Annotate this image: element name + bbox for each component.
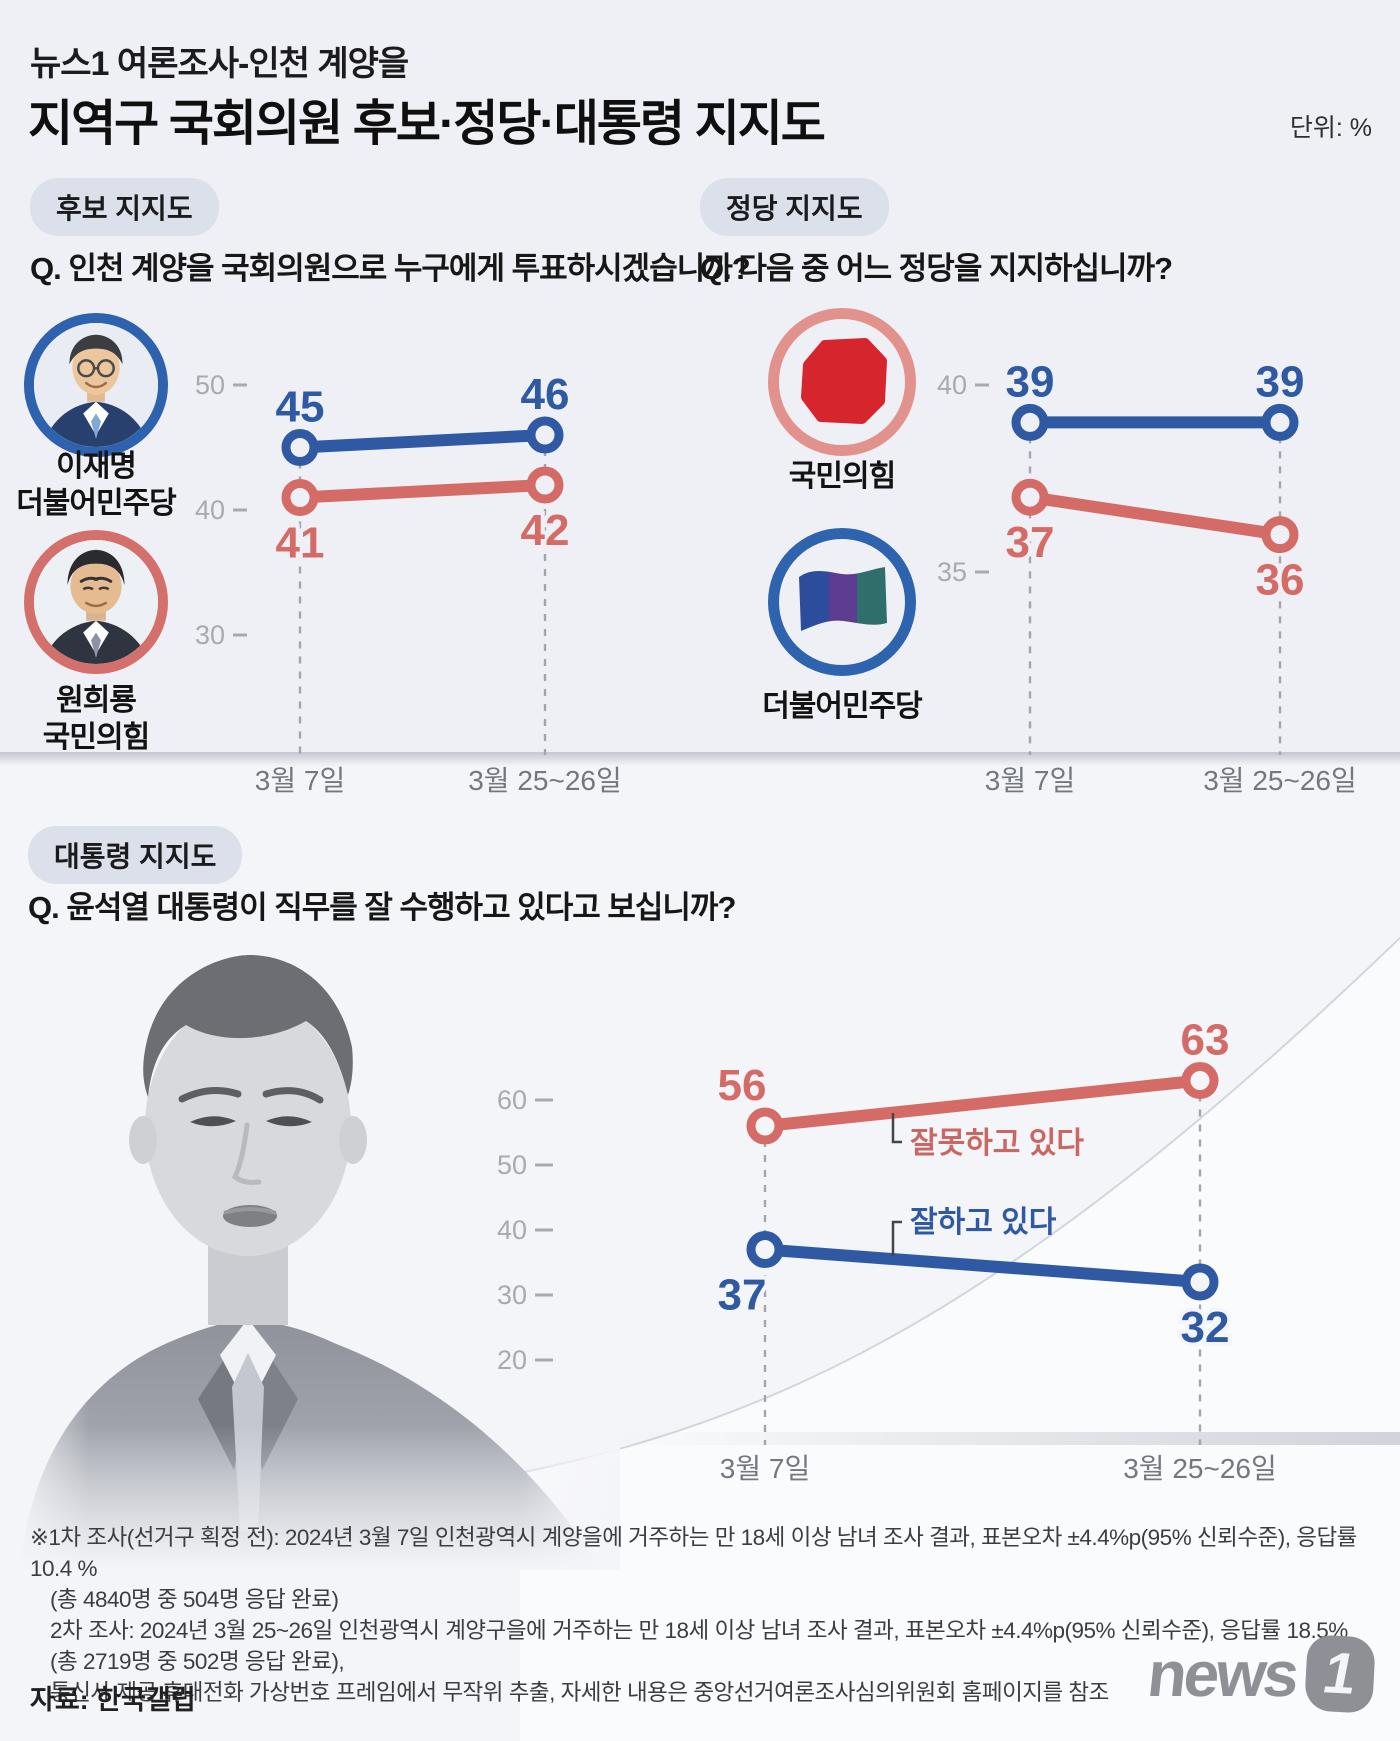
svg-text:39: 39 [1256,357,1305,406]
svg-text:35: 35 [937,557,967,587]
candidate-lee-party: 더불어민주당 [16,487,177,520]
note-line-4: 통신사 제공 휴대전화 가상번호 프레임에서 무작위 추출, 자세한 내용은 중… [50,1680,1109,1705]
question-candidate: Q. 인천 계양을 국회의원으로 누구에게 투표하시겠습니까? [30,251,751,286]
candidate-support-chart: 50 40 30 45 46 41 42 3월 7일 3월 25~26일 [195,366,622,796]
svg-text:63: 63 [1181,1016,1230,1065]
svg-text:41: 41 [276,519,325,568]
page-subtitle: 뉴스1 여론조사-인천 계양을 [30,45,409,83]
note-line-1: ※1차 조사(선거구 획정 전): 2024년 3월 7일 인천광역시 계양을에… [30,1525,1357,1581]
note-line-3: 2차 조사: 2024년 3월 25~26일 인천광역시 계양구을에 거주하는 … [50,1618,1348,1674]
ppp-symbol-icon [801,338,887,424]
svg-text:3월 7일: 3월 7일 [720,1453,810,1484]
data-source: 자료: 한국갤럽 [30,1685,196,1715]
svg-text:50: 50 [497,1150,527,1180]
top-section-background [0,0,1400,753]
svg-text:45: 45 [276,383,325,432]
lee-portrait-icon [34,323,158,447]
svg-text:3월 7일: 3월 7일 [255,765,345,796]
svg-text:3월 25~26일: 3월 25~26일 [1203,765,1357,796]
badge-candidate-support: 후보 지지도 [30,178,219,236]
svg-text:잘못하고 있다: 잘못하고 있다 [910,1127,1084,1160]
svg-text:30: 30 [497,1280,527,1310]
candidate-won-label: 원희룡 국민의힘 [0,682,202,756]
candidate-won-party: 국민의힘 [42,721,150,754]
question-party: Q. 다음 중 어느 정당을 지지하십니까? [700,251,1173,286]
svg-text:40: 40 [195,495,225,525]
won-portrait-icon [34,540,158,664]
svg-text:39: 39 [1006,357,1055,406]
president-approval-chart: 60 50 40 30 20 56 63 37 32 3월 7일 3월 25~26일 잘못하고 있다잘… [497,1012,1277,1485]
methodology-notes: ※1차 조사(선거구 획정 전): 2024년 3월 7일 인천광역시 계양을에… [30,1522,1378,1708]
svg-text:37: 37 [718,1271,767,1320]
party-logo-ppp [768,308,916,456]
party-ppp-label: 국민의힘 [788,460,896,493]
badge-president-approval: 대통령 지지도 [28,826,243,884]
party-dp-label: 더불어민주당 [762,690,923,723]
section-divider-shadow [0,754,1400,766]
candidate-lee-label: 이재명 더불어민주당 [0,448,202,522]
candidate-photo-lee [24,313,168,457]
party-support-chart: 40 35 39 39 37 36 3월 7일 3월 25~26일 [937,353,1357,796]
svg-text:60: 60 [497,1085,527,1115]
news1-wordmark: news [1144,1638,1300,1710]
news1-one-icon: 1 [1304,1634,1377,1714]
dp-flag-icon [799,567,887,631]
svg-text:56: 56 [718,1061,767,1110]
svg-text:3월 25~26일: 3월 25~26일 [1123,1453,1277,1484]
svg-text:36: 36 [1256,556,1305,605]
candidate-lee-name: 이재명 [56,450,137,483]
news1-logo: news 1 [1144,1634,1377,1714]
svg-text:42: 42 [521,506,570,555]
badge-party-support: 정당 지지도 [700,178,889,236]
candidate-photo-won [24,530,168,674]
svg-text:30: 30 [195,620,225,650]
section-divider [0,752,1400,754]
president-photo [0,925,620,1570]
svg-text:3월 25~26일: 3월 25~26일 [468,765,622,796]
chart-baseline-wedge [612,1432,1400,1445]
party-logo-dp [768,528,916,676]
unit-label: 단위: % [1289,114,1372,142]
note-line-2: (총 4840명 중 504명 응답 완료) [50,1587,339,1612]
svg-text:40: 40 [937,370,967,400]
page-title: 지역구 국회의원 후보·정당·대통령 지지도 [28,97,826,151]
svg-text:46: 46 [521,370,570,419]
svg-text:32: 32 [1181,1303,1230,1352]
svg-text:20: 20 [497,1345,527,1375]
svg-text:37: 37 [1006,518,1055,567]
svg-text:3월 7일: 3월 7일 [985,765,1075,796]
svg-text:40: 40 [497,1215,527,1245]
svg-text:50: 50 [195,370,225,400]
question-president: Q. 윤석열 대통령이 직무를 잘 수행하고 있다고 보십니까? [28,890,736,925]
candidate-won-name: 원희룡 [56,684,137,717]
svg-text:잘하고 있다: 잘하고 있다 [910,1206,1057,1239]
